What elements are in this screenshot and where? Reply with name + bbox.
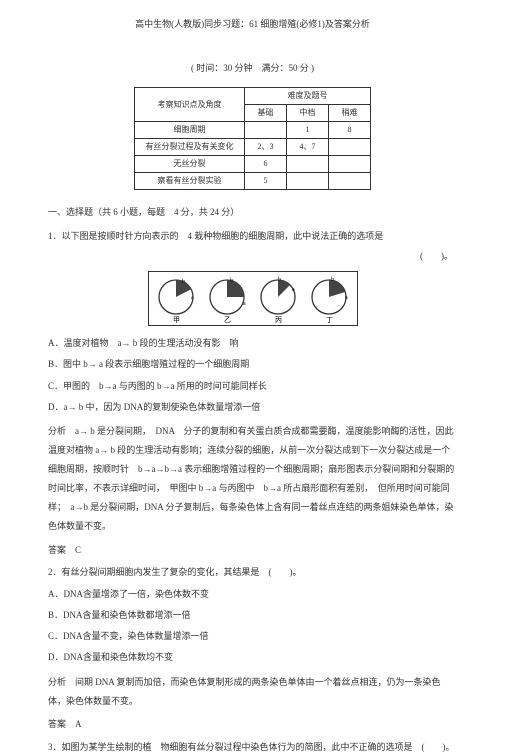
q2-answer: 答案 A [48, 718, 457, 732]
q2-optA: A．DNA含量增添了一倍，染色体数不变 [48, 587, 457, 602]
level-cell: 基础 [245, 105, 287, 122]
time-score: ( 时间：30 分钟 满分：50 分 ) [48, 62, 457, 76]
data-cell [287, 156, 329, 173]
data-cell: 2、3 [245, 139, 287, 156]
topic-cell: 无丝分裂 [135, 156, 245, 173]
svg-text:丁: 丁 [326, 316, 333, 323]
table-row: 细胞周期 1 8 [135, 122, 371, 139]
table-row: 无丝分裂 6 [135, 156, 371, 173]
svg-text:a: a [243, 301, 246, 307]
q1-answer: 答案 C [48, 544, 457, 558]
table-row: 察看有丝分裂实验 5 [135, 173, 371, 190]
svg-text:a: a [191, 295, 194, 301]
data-cell [245, 122, 287, 139]
data-cell: 8 [329, 122, 371, 139]
data-cell [329, 156, 371, 173]
svg-text:乙: 乙 [224, 316, 231, 323]
q2-optB: B．DNA含量和染色体数都增添一倍 [48, 608, 457, 623]
data-cell: 5 [245, 173, 287, 190]
svg-text:甲: 甲 [173, 316, 180, 323]
svg-text:b: b [278, 277, 281, 283]
section-heading: 一、选择题（共 6 小题，每题 4 分，共 24 分） [48, 206, 457, 220]
pie-1: b a 甲 [154, 275, 198, 323]
topic-cell: 有丝分裂过程及有关变化 [135, 139, 245, 156]
level-cell: 稍难 [329, 105, 371, 122]
topic-cell: 细胞周期 [135, 122, 245, 139]
topic-cell: 察看有丝分裂实验 [135, 173, 245, 190]
level-cell: 中档 [287, 105, 329, 122]
q1-optD: D．a→ b 中，因为 DNA的复制使染色体数量增添一倍 [48, 400, 457, 415]
data-cell [329, 139, 371, 156]
pie-2: b a 乙 [205, 275, 249, 323]
svg-text:b: b [331, 277, 334, 283]
q1-optA: A．温度对植物 a→ b 段的生理活动没有影 响 [48, 336, 457, 351]
q2-stem: 2．有丝分裂间期细胞内发生了复杂的变化，其结果是 ( )。 [48, 565, 457, 580]
data-cell: 1 [287, 122, 329, 139]
topic-header-cell: 考察知识点及角度 [135, 88, 245, 122]
data-cell [287, 173, 329, 190]
data-cell: 4、7 [287, 139, 329, 156]
table-row: 有丝分裂过程及有关变化 2、3 4、7 [135, 139, 371, 156]
data-cell: 6 [245, 156, 287, 173]
q3-stem: 3．如图为某学生绘制的植 物细胞有丝分裂过程中染色体行为的简图，此中不正确的选项… [48, 740, 457, 755]
pie-4: b a 丁 [307, 275, 351, 323]
svg-text:a: a [292, 287, 295, 293]
q1-optC: C．甲图的 b→a 与丙图的 b→a 所用的时间可能同样长 [48, 379, 457, 394]
svg-text:b: b [182, 279, 185, 285]
q2-optC: C．DNA含量不变，染色体数量增添一倍 [48, 629, 457, 644]
svg-text:a: a [345, 295, 348, 301]
q1-stem: 1．以下图是按顺时针方向表示的 4 栽种物细胞的细胞周期，此中说法正确的选项是 [48, 228, 457, 244]
q2-analysis: 分析 间期 DNA 复制而加倍，而染色体复制形成的两条染色单体由一个着丝点相连，… [48, 673, 457, 711]
svg-text:b: b [230, 278, 233, 284]
topic-table: 考察知识点及角度 难度及题号 基础 中档 稍难 细胞周期 1 8 有丝分裂过程及… [134, 87, 371, 190]
diff-header-cell: 难度及题号 [245, 88, 371, 105]
q1-analysis: 分析 a→ b 是分裂间期， DNA 分子的复制和有关蛋白质合成都需要酶，温度能… [48, 422, 457, 535]
q1-optB: B．图中 b→ a 段表示细胞增殖过程的一个细胞周期 [48, 357, 457, 372]
q2-optD: D．DNA含量和染色体数均不变 [48, 650, 457, 665]
q1-diagram: b a 甲 b a 乙 b a 丙 b a 丁 [148, 271, 358, 326]
pie-3: b a 丙 [256, 275, 300, 323]
data-cell [329, 173, 371, 190]
svg-text:丙: 丙 [275, 316, 282, 323]
q1-paren: ( )。 [48, 250, 457, 264]
page-header: 高中生物(人教版)同步习题：61 细胞增殖(必修1)及答案分析 [48, 18, 457, 32]
